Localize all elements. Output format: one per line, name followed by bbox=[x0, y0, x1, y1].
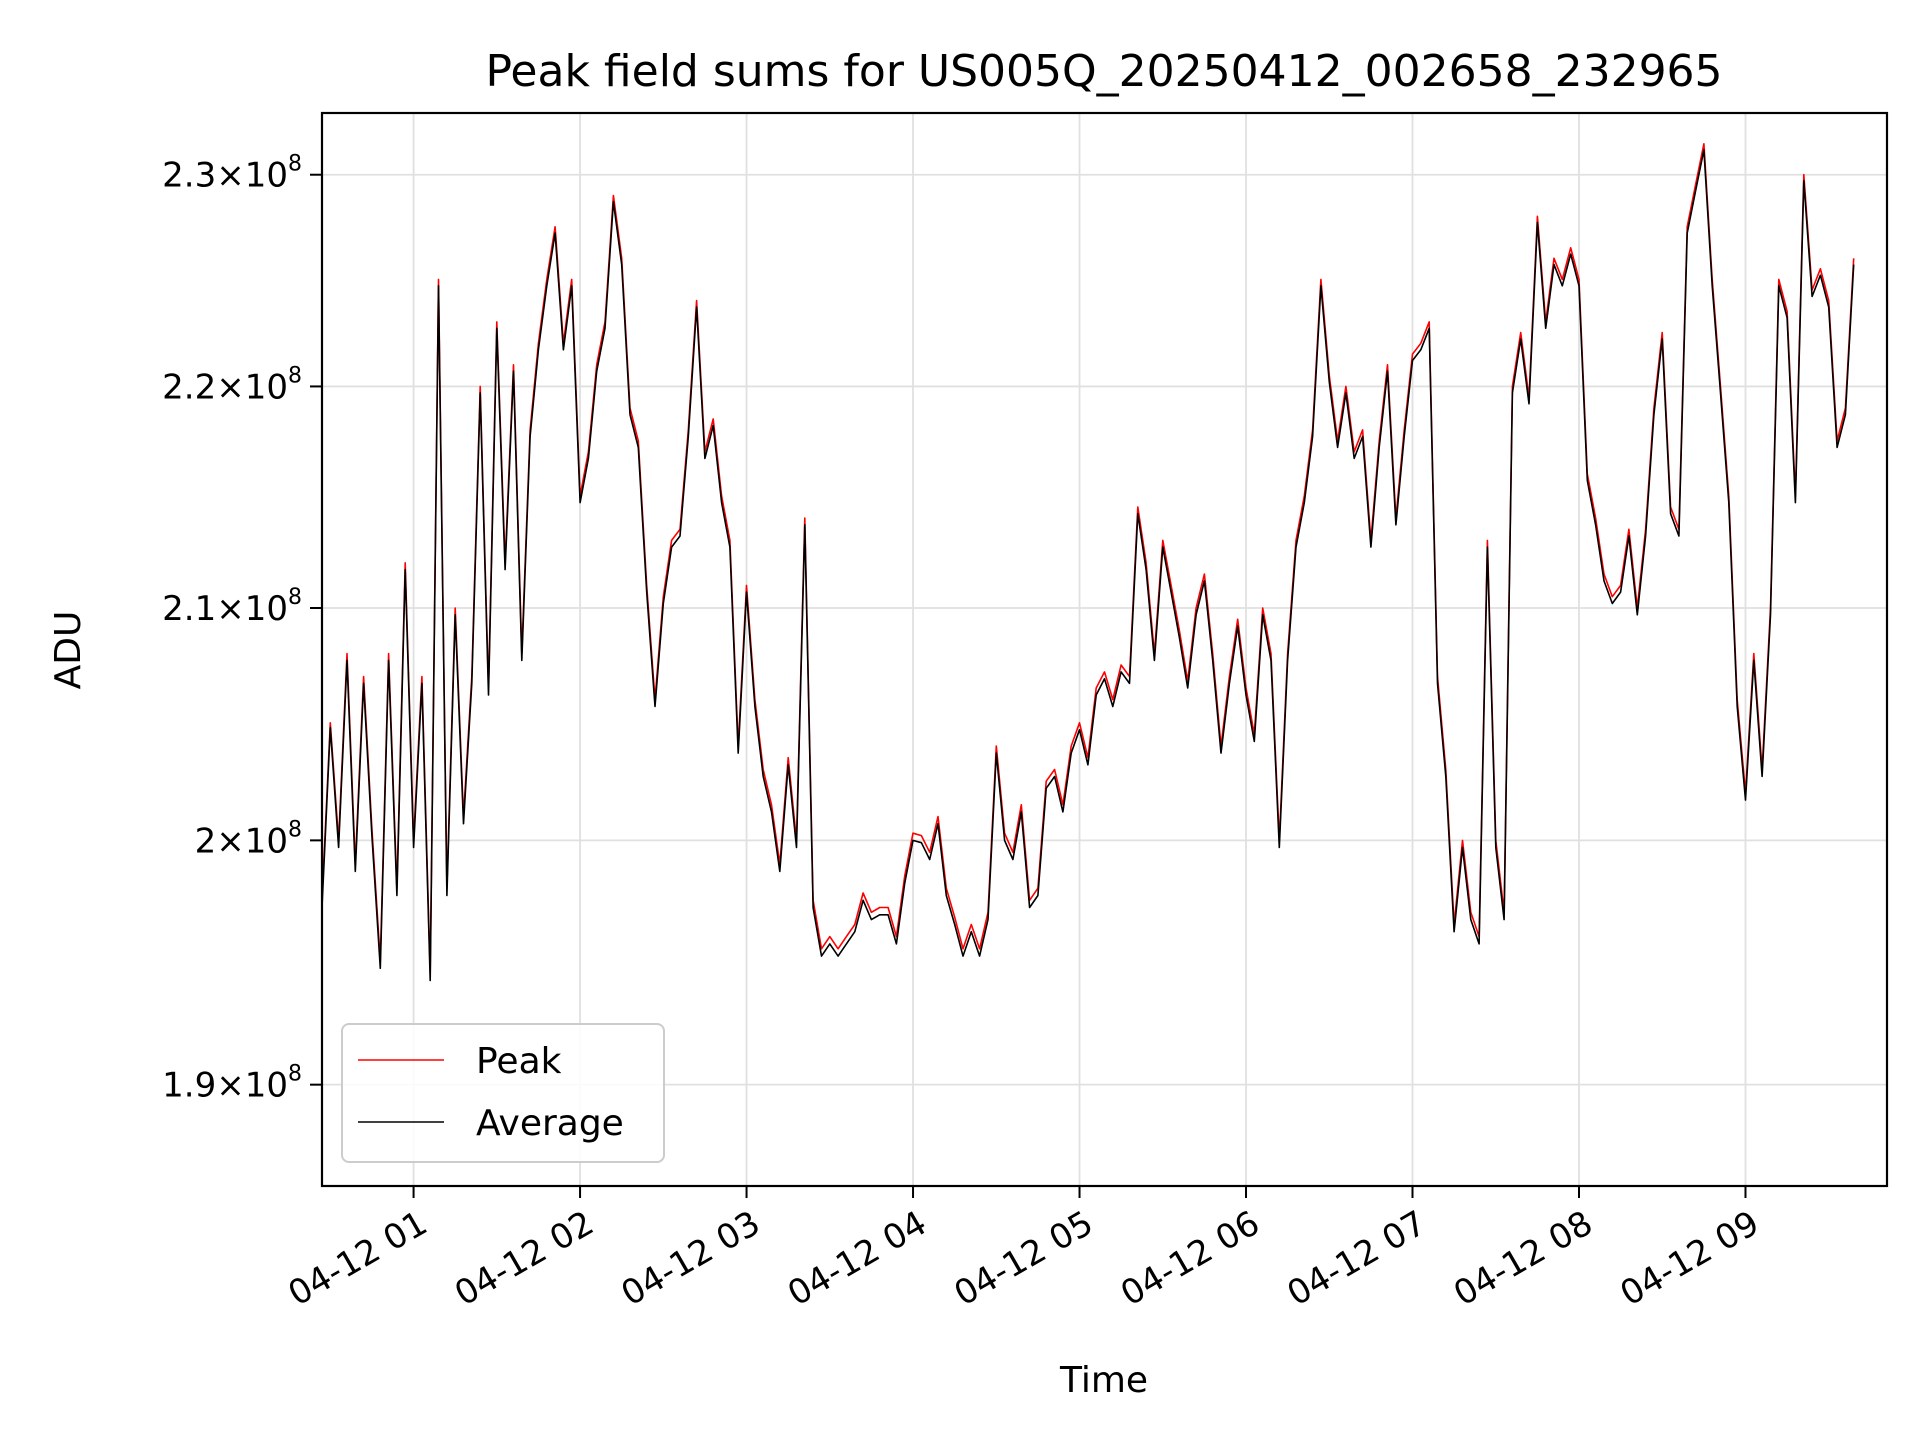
y-tick-label: 2.3×108 bbox=[162, 152, 302, 196]
y-tick-mantissa: 1.9 bbox=[162, 1066, 216, 1106]
legend-label-peak: Peak bbox=[476, 1041, 562, 1082]
y-tick-mantissa: 2.1 bbox=[162, 589, 216, 629]
y-tick-times: ×10 bbox=[216, 821, 288, 861]
y-tick-label: 1.9×108 bbox=[162, 1062, 302, 1106]
chart-title: Peak field sums for US005Q_20250412_0026… bbox=[485, 46, 1722, 97]
y-tick-times: ×10 bbox=[216, 1066, 288, 1106]
plot-frame bbox=[320, 111, 1889, 1188]
y-tick-mantissa: 2 bbox=[195, 821, 217, 861]
x-axis-label: Time bbox=[1059, 1360, 1148, 1401]
y-tick-exponent: 8 bbox=[288, 585, 302, 610]
y-tick-exponent: 8 bbox=[288, 1062, 302, 1087]
y-tick-label: 2.1×108 bbox=[162, 585, 302, 629]
y-tick-exponent: 8 bbox=[288, 363, 302, 388]
y-tick-times: ×10 bbox=[216, 156, 288, 196]
series-line-average bbox=[321, 149, 1855, 982]
legend-box bbox=[341, 1023, 665, 1163]
grid-lines bbox=[322, 113, 1887, 1186]
y-tick-exponent: 8 bbox=[288, 152, 302, 177]
legend: Peak Average bbox=[341, 1023, 665, 1163]
y-tick-label: 2.2×108 bbox=[162, 363, 302, 407]
y-tick-exponent: 8 bbox=[288, 817, 302, 842]
y-tick-mantissa: 2.2 bbox=[162, 367, 216, 407]
y-axis-label: ADU bbox=[48, 611, 89, 690]
legend-label-average: Average bbox=[476, 1103, 624, 1144]
y-tick-times: ×10 bbox=[216, 367, 288, 407]
y-tick-mantissa: 2.3 bbox=[162, 156, 216, 196]
y-tick-label: 2×108 bbox=[195, 817, 302, 861]
series-layer bbox=[321, 143, 1855, 982]
y-tick-times: ×10 bbox=[216, 589, 288, 629]
